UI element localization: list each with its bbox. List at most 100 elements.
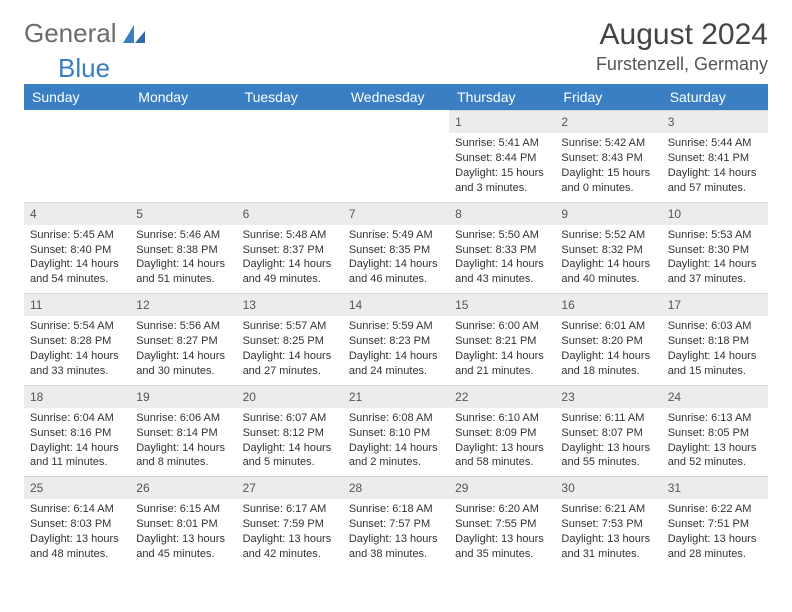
day-cell: 30Sunrise: 6:21 AMSunset: 7:53 PMDayligh… <box>555 476 661 568</box>
day-number: 11 <box>24 293 130 316</box>
day-body: Sunrise: 6:17 AMSunset: 7:59 PMDaylight:… <box>237 499 343 567</box>
day-line-d2: and 35 minutes. <box>455 547 549 562</box>
day-number: 12 <box>130 293 236 316</box>
day-number: 21 <box>343 385 449 408</box>
day-line-ss: Sunset: 8:40 PM <box>30 243 124 258</box>
day-cell: 24Sunrise: 6:13 AMSunset: 8:05 PMDayligh… <box>662 385 768 477</box>
day-line-sr: Sunrise: 6:22 AM <box>668 502 762 517</box>
day-number: 6 <box>237 202 343 225</box>
day-line-sr: Sunrise: 5:41 AM <box>455 136 549 151</box>
weekday-thursday: Thursday <box>449 84 555 110</box>
day-body: Sunrise: 5:53 AMSunset: 8:30 PMDaylight:… <box>662 225 768 293</box>
day-line-sr: Sunrise: 6:00 AM <box>455 319 549 334</box>
day-line-d2: and 3 minutes. <box>455 181 549 196</box>
day-body: Sunrise: 6:15 AMSunset: 8:01 PMDaylight:… <box>130 499 236 567</box>
day-body: Sunrise: 6:10 AMSunset: 8:09 PMDaylight:… <box>449 408 555 476</box>
day-line-d1: Daylight: 14 hours <box>349 349 443 364</box>
day-line-d2: and 40 minutes. <box>561 272 655 287</box>
day-cell: 12Sunrise: 5:56 AMSunset: 8:27 PMDayligh… <box>130 293 236 385</box>
day-cell: 14Sunrise: 5:59 AMSunset: 8:23 PMDayligh… <box>343 293 449 385</box>
day-line-sr: Sunrise: 5:57 AM <box>243 319 337 334</box>
day-cell: 2Sunrise: 5:42 AMSunset: 8:43 PMDaylight… <box>555 110 661 202</box>
day-number: 18 <box>24 385 130 408</box>
day-line-d2: and 33 minutes. <box>30 364 124 379</box>
day-number: 4 <box>24 202 130 225</box>
day-body: Sunrise: 6:14 AMSunset: 8:03 PMDaylight:… <box>24 499 130 567</box>
day-cell: 16Sunrise: 6:01 AMSunset: 8:20 PMDayligh… <box>555 293 661 385</box>
day-body: Sunrise: 5:45 AMSunset: 8:40 PMDaylight:… <box>24 225 130 293</box>
day-line-d2: and 48 minutes. <box>30 547 124 562</box>
day-cell: 27Sunrise: 6:17 AMSunset: 7:59 PMDayligh… <box>237 476 343 568</box>
day-line-sr: Sunrise: 6:13 AM <box>668 411 762 426</box>
day-line-d2: and 30 minutes. <box>136 364 230 379</box>
day-line-d1: Daylight: 14 hours <box>136 257 230 272</box>
brand-part2: Blue <box>58 53 110 84</box>
day-cell: . <box>24 110 130 202</box>
day-body: Sunrise: 6:07 AMSunset: 8:12 PMDaylight:… <box>237 408 343 476</box>
day-line-d2: and 28 minutes. <box>668 547 762 562</box>
day-line-d1: Daylight: 13 hours <box>455 532 549 547</box>
day-number: 9 <box>555 202 661 225</box>
day-line-d2: and 43 minutes. <box>455 272 549 287</box>
day-cell: 13Sunrise: 5:57 AMSunset: 8:25 PMDayligh… <box>237 293 343 385</box>
day-line-sr: Sunrise: 6:17 AM <box>243 502 337 517</box>
day-number: 1 <box>449 110 555 133</box>
day-line-ss: Sunset: 8:25 PM <box>243 334 337 349</box>
day-body: Sunrise: 5:57 AMSunset: 8:25 PMDaylight:… <box>237 316 343 384</box>
location-label: Furstenzell, Germany <box>596 54 768 75</box>
day-number: 10 <box>662 202 768 225</box>
day-line-sr: Sunrise: 5:44 AM <box>668 136 762 151</box>
day-line-ss: Sunset: 8:21 PM <box>455 334 549 349</box>
day-line-ss: Sunset: 7:59 PM <box>243 517 337 532</box>
day-body: Sunrise: 5:54 AMSunset: 8:28 PMDaylight:… <box>24 316 130 384</box>
day-line-sr: Sunrise: 5:42 AM <box>561 136 655 151</box>
day-cell: 29Sunrise: 6:20 AMSunset: 7:55 PMDayligh… <box>449 476 555 568</box>
day-line-d1: Daylight: 13 hours <box>30 532 124 547</box>
day-line-ss: Sunset: 8:32 PM <box>561 243 655 258</box>
day-line-sr: Sunrise: 5:50 AM <box>455 228 549 243</box>
day-cell: . <box>237 110 343 202</box>
day-line-ss: Sunset: 8:38 PM <box>136 243 230 258</box>
day-line-d1: Daylight: 14 hours <box>30 257 124 272</box>
day-line-d1: Daylight: 14 hours <box>561 349 655 364</box>
day-cell: 6Sunrise: 5:48 AMSunset: 8:37 PMDaylight… <box>237 202 343 294</box>
day-body: Sunrise: 6:13 AMSunset: 8:05 PMDaylight:… <box>662 408 768 476</box>
day-line-ss: Sunset: 8:44 PM <box>455 151 549 166</box>
day-line-d2: and 8 minutes. <box>136 455 230 470</box>
day-body: Sunrise: 6:22 AMSunset: 7:51 PMDaylight:… <box>662 499 768 567</box>
day-line-ss: Sunset: 7:57 PM <box>349 517 443 532</box>
day-number: 26 <box>130 476 236 499</box>
day-line-sr: Sunrise: 5:52 AM <box>561 228 655 243</box>
day-line-d2: and 5 minutes. <box>243 455 337 470</box>
day-line-d1: Daylight: 14 hours <box>455 349 549 364</box>
day-cell: 25Sunrise: 6:14 AMSunset: 8:03 PMDayligh… <box>24 476 130 568</box>
calendar-head: SundayMondayTuesdayWednesdayThursdayFrid… <box>24 84 768 110</box>
day-line-d1: Daylight: 14 hours <box>243 441 337 456</box>
day-line-d1: Daylight: 13 hours <box>349 532 443 547</box>
day-cell: 15 Sunrise: 6:00 AMSunset: 8:21 PMDayligh… <box>449 293 555 385</box>
day-line-ss: Sunset: 8:23 PM <box>349 334 443 349</box>
day-body: Sunrise: 5:41 AMSunset: 8:44 PMDaylight:… <box>449 133 555 201</box>
day-line-d1: Daylight: 14 hours <box>668 166 762 181</box>
day-line-ss: Sunset: 8:03 PM <box>30 517 124 532</box>
day-line-d2: and 31 minutes. <box>561 547 655 562</box>
day-line-d2: and 38 minutes. <box>349 547 443 562</box>
day-number: 31 <box>662 476 768 499</box>
day-number: 8 <box>449 202 555 225</box>
day-line-sr: Sunrise: 5:53 AM <box>668 228 762 243</box>
day-line-sr: Sunrise: 5:46 AM <box>136 228 230 243</box>
day-number: 15 <box>449 293 555 316</box>
day-line-sr: Sunrise: 6:10 AM <box>455 411 549 426</box>
day-line-d2: and 49 minutes. <box>243 272 337 287</box>
day-number: 2 <box>555 110 661 133</box>
weekday-monday: Monday <box>130 84 236 110</box>
day-line-d2: and 11 minutes. <box>30 455 124 470</box>
day-line-d2: and 37 minutes. <box>668 272 762 287</box>
day-line-ss: Sunset: 8:35 PM <box>349 243 443 258</box>
day-body: Sunrise: 6:08 AMSunset: 8:10 PMDaylight:… <box>343 408 449 476</box>
day-cell: 3Sunrise: 5:44 AMSunset: 8:41 PMDaylight… <box>662 110 768 202</box>
week-row: 4Sunrise: 5:45 AMSunset: 8:40 PMDaylight… <box>24 202 768 294</box>
day-line-d2: and 46 minutes. <box>349 272 443 287</box>
day-cell: 7Sunrise: 5:49 AMSunset: 8:35 PMDaylight… <box>343 202 449 294</box>
day-cell: 18Sunrise: 6:04 AMSunset: 8:16 PMDayligh… <box>24 385 130 477</box>
